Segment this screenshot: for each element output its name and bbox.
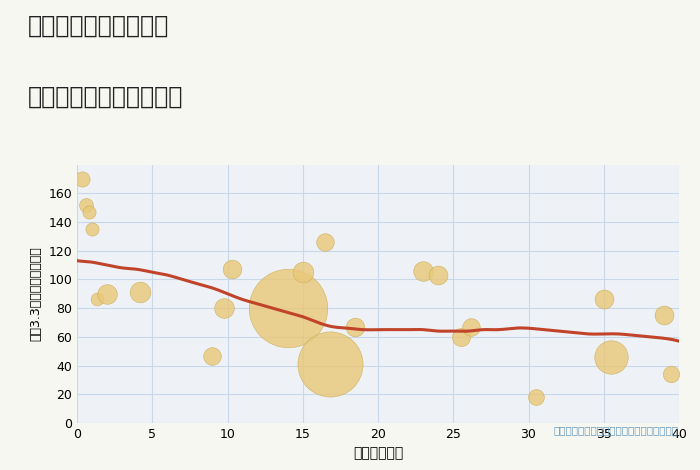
Y-axis label: 坪（3.3㎡）単価（万円）: 坪（3.3㎡）単価（万円） bbox=[29, 246, 43, 341]
Point bbox=[226, 266, 237, 273]
Point bbox=[598, 296, 609, 303]
Point bbox=[350, 323, 361, 330]
Text: 円の大きさは、取引のあった物件面積を示す: 円の大きさは、取引のあった物件面積を示す bbox=[554, 426, 679, 436]
Point bbox=[417, 267, 428, 274]
Point bbox=[297, 268, 308, 276]
Point bbox=[80, 201, 92, 209]
Point bbox=[207, 352, 218, 359]
Point bbox=[83, 208, 94, 216]
Text: 大阪府高槻市三島江の: 大阪府高槻市三島江の bbox=[28, 14, 169, 38]
Point bbox=[76, 175, 87, 183]
X-axis label: 築年数（年）: 築年数（年） bbox=[353, 446, 403, 461]
Point bbox=[455, 333, 466, 341]
Point bbox=[219, 305, 230, 312]
Point bbox=[606, 353, 617, 360]
Point bbox=[666, 370, 677, 378]
Point bbox=[87, 226, 98, 233]
Point bbox=[91, 296, 102, 303]
Point bbox=[531, 393, 542, 401]
Point bbox=[102, 290, 113, 298]
Point bbox=[282, 305, 293, 312]
Text: 築年数別中古戸建て価格: 築年数別中古戸建て価格 bbox=[28, 85, 183, 109]
Point bbox=[324, 360, 335, 368]
Point bbox=[134, 289, 146, 296]
Point bbox=[433, 271, 444, 279]
Point bbox=[320, 238, 331, 246]
Point bbox=[466, 323, 477, 330]
Point bbox=[658, 312, 669, 319]
